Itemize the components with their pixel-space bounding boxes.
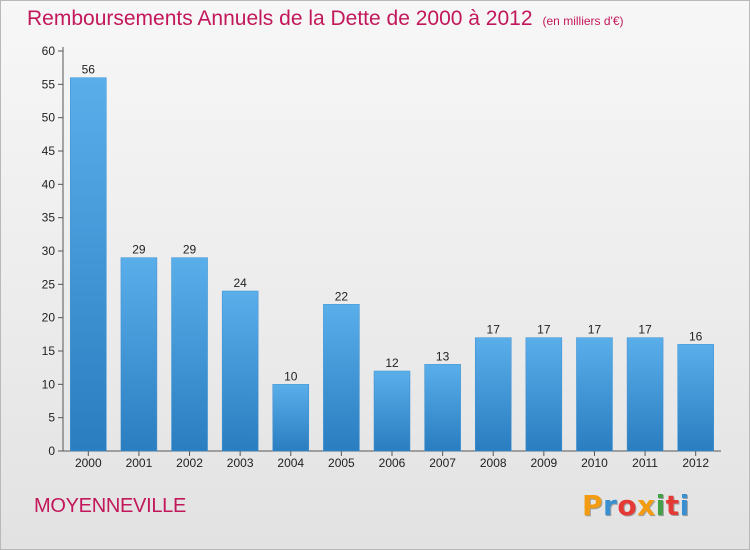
logo-letter: P bbox=[582, 489, 604, 522]
bar bbox=[576, 337, 613, 452]
bar bbox=[171, 257, 208, 452]
bar bbox=[525, 337, 563, 452]
x-axis: 2000 2001 2002 2003 2004 2005 2006 2007 2008 2009… bbox=[63, 450, 721, 470]
logo-letter: x bbox=[637, 489, 656, 522]
y-axis: 0 5 10 15 20 25 30 35 40 45 50 55 60 bbox=[42, 44, 64, 458]
bar bbox=[323, 304, 360, 452]
x-tick-label: 2010 bbox=[581, 456, 608, 470]
proxiti-logo[interactable]: Proxiti bbox=[582, 489, 690, 522]
bar bbox=[677, 344, 714, 452]
bar-value-label: 17 bbox=[588, 323, 602, 337]
bar bbox=[474, 337, 512, 452]
y-tick-label: 15 bbox=[42, 344, 56, 358]
y-tick-label: 30 bbox=[42, 244, 56, 258]
x-tick-label: 2005 bbox=[328, 456, 355, 470]
bar-value-label: 16 bbox=[689, 329, 703, 343]
y-tick-label: 10 bbox=[42, 377, 56, 391]
data-labels: 56 29 29 24 10 22 12 13 17 17 17 17 16 bbox=[82, 63, 703, 384]
bar-value-label: 22 bbox=[335, 289, 349, 303]
y-tick-label: 20 bbox=[42, 311, 56, 325]
y-tick-label: 0 bbox=[48, 444, 55, 458]
logo-letter: t bbox=[665, 489, 680, 522]
x-tick-label: 2003 bbox=[227, 456, 254, 470]
bar-value-label: 17 bbox=[537, 323, 551, 337]
bar-value-label: 10 bbox=[284, 369, 298, 383]
chart-unit-note: (en milliers d'€) bbox=[542, 14, 624, 28]
bar bbox=[70, 77, 107, 452]
bar-value-label: 24 bbox=[233, 276, 247, 290]
bar-value-label: 29 bbox=[132, 243, 146, 257]
chart-title: Remboursements Annuels de la Dette de 20… bbox=[27, 7, 624, 31]
x-tick-label: 2008 bbox=[480, 456, 507, 470]
y-tick-label: 40 bbox=[42, 177, 56, 191]
bar bbox=[373, 370, 411, 452]
bar bbox=[626, 337, 664, 452]
x-tick-label: 2000 bbox=[75, 456, 102, 470]
logo-letter: i bbox=[679, 489, 690, 522]
bar bbox=[120, 257, 158, 452]
bar-value-label: 13 bbox=[436, 349, 450, 363]
x-tick-label: 2004 bbox=[277, 456, 304, 470]
bars bbox=[70, 77, 714, 452]
bar bbox=[424, 364, 461, 452]
y-tick-label: 60 bbox=[42, 44, 56, 58]
y-tick-label: 25 bbox=[42, 277, 56, 291]
logo-letter: r bbox=[603, 489, 618, 522]
x-tick-label: 2009 bbox=[530, 456, 557, 470]
bar bbox=[221, 290, 259, 452]
bar-value-label: 56 bbox=[82, 63, 96, 77]
bar bbox=[272, 384, 310, 452]
x-tick-label: 2006 bbox=[379, 456, 406, 470]
bar-value-label: 17 bbox=[487, 323, 501, 337]
x-tick-label: 2011 bbox=[632, 456, 658, 470]
y-tick-label: 45 bbox=[42, 144, 56, 158]
x-tick-label: 2002 bbox=[176, 456, 203, 470]
logo-letter: i bbox=[655, 489, 666, 522]
y-tick-label: 50 bbox=[42, 111, 56, 125]
x-tick-label: 2012 bbox=[682, 456, 709, 470]
bar-value-label: 12 bbox=[385, 356, 399, 370]
commune-name: MOYENNEVILLE bbox=[34, 495, 187, 517]
x-tick-label: 2001 bbox=[126, 456, 153, 470]
bar-value-label: 29 bbox=[183, 243, 197, 257]
y-tick-label: 5 bbox=[48, 411, 55, 425]
x-tick-label: 2007 bbox=[429, 456, 456, 470]
chart-title-text: Remboursements Annuels de la Dette de 20… bbox=[27, 7, 533, 30]
bar-value-label: 17 bbox=[638, 323, 652, 337]
y-tick-label: 55 bbox=[42, 77, 56, 91]
logo-letter: o bbox=[617, 489, 638, 522]
y-tick-label: 35 bbox=[42, 211, 56, 225]
